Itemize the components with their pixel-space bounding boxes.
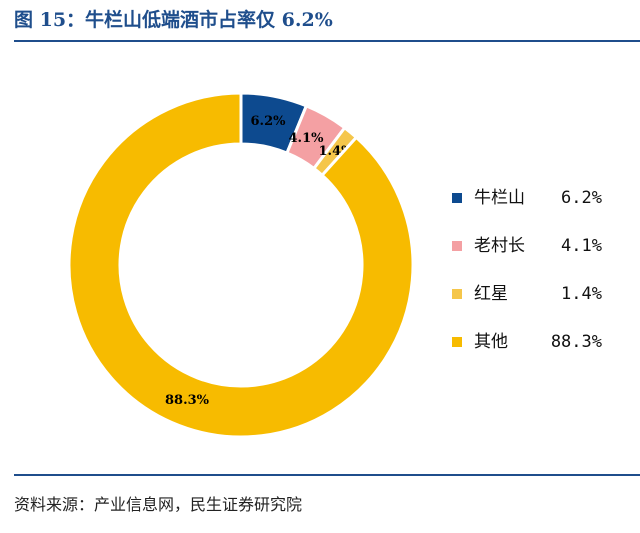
legend-item-hongxing: 红星 1.4% [452,280,622,328]
source-note: 资料来源：产业信息网，民生证券研究院 [14,495,303,514]
legend-swatch-niulanshan [452,193,462,203]
legend-item-niulanshan: 牛栏山 6.2% [452,184,622,232]
legend-label-niulanshan: 牛栏山 [474,188,525,208]
legend-value-hongxing: 1.4% [561,284,602,304]
legend-label-hongxing: 红星 [474,284,508,304]
legend-swatch-laocunzhang [452,241,462,251]
data-label-niulanshan: 6.2% [251,114,287,129]
data-label-other: 88.3% [165,393,210,408]
top-divider [14,40,640,42]
chart-title: 图 15：牛栏山低端酒市占率仅 6.2% [14,9,333,31]
legend-swatch-other [452,337,462,347]
legend-item-other: 其他 88.3% [452,328,622,376]
bottom-divider [14,474,640,476]
legend-item-laocunzhang: 老村长 4.1% [452,232,622,280]
legend-label-other: 其他 [474,332,508,352]
legend-value-niulanshan: 6.2% [561,188,602,208]
legend-swatch-hongxing [452,289,462,299]
legend-label-laocunzhang: 老村长 [474,236,525,256]
legend-value-laocunzhang: 4.1% [561,236,602,256]
legend-value-other: 88.3% [550,332,602,352]
legend: 牛栏山 6.2% 老村长 4.1% 红星 1.4% 其他 88.3% [452,184,622,376]
data-label-laocunzhang: 4.1% [289,131,325,146]
donut-slice-other [67,91,415,439]
donut-chart: 6.2%4.1%1.4%88.3% [67,91,415,439]
